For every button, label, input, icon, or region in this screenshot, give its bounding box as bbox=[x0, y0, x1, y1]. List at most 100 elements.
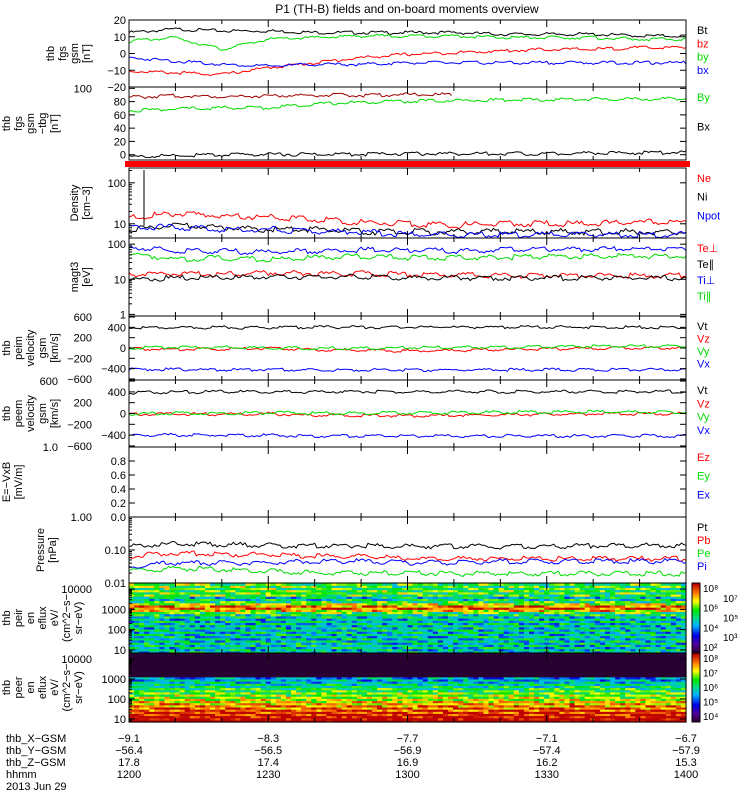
spectrogram-cell bbox=[448, 648, 454, 652]
spectrogram-cell bbox=[184, 596, 191, 599]
spectrogram-cell bbox=[599, 624, 606, 628]
spectrogram-cell bbox=[291, 615, 297, 619]
spectrogram-cell bbox=[336, 635, 343, 639]
spectrogram-cell bbox=[255, 674, 262, 678]
spectrogram-cell bbox=[199, 709, 206, 712]
spectrogram-cell bbox=[245, 672, 252, 676]
spectrogram-cell bbox=[513, 593, 520, 597]
spectrogram-cell bbox=[407, 583, 414, 586]
spectrogram-cell bbox=[665, 593, 672, 597]
spectrogram-cell bbox=[392, 635, 398, 639]
spectrogram-cell bbox=[134, 709, 140, 712]
spectrogram-cell bbox=[346, 650, 353, 654]
spectrogram-cell bbox=[149, 618, 155, 621]
spectrogram-cell bbox=[635, 602, 642, 606]
spectrogram-cell bbox=[604, 644, 611, 648]
spectrogram-cell bbox=[655, 618, 662, 621]
spectrogram-cell bbox=[245, 681, 252, 684]
spectrogram-cell bbox=[255, 589, 262, 593]
spectrogram-cell bbox=[670, 583, 677, 586]
spectrogram-cell bbox=[534, 598, 540, 602]
spectrogram-cell bbox=[149, 717, 155, 721]
spectrogram-cell bbox=[432, 624, 439, 628]
spectrogram-cell bbox=[159, 613, 166, 617]
spectrogram-cell bbox=[159, 670, 166, 674]
spectrogram-cell bbox=[296, 648, 302, 652]
spectrogram-cell bbox=[670, 637, 677, 641]
spectrogram-cell bbox=[594, 587, 601, 591]
spectrogram-cell bbox=[625, 611, 631, 615]
spectrogram-cell bbox=[503, 602, 510, 606]
spectrogram-cell bbox=[296, 650, 302, 654]
spectrogram-cell bbox=[204, 587, 211, 591]
spectrogram-cell bbox=[179, 663, 186, 667]
spectrogram-cell bbox=[230, 609, 236, 613]
spectrogram-cell bbox=[564, 618, 571, 621]
legend-label: Te⊥ bbox=[697, 243, 718, 255]
spectrogram-cell bbox=[169, 620, 176, 623]
spectrogram-cell bbox=[422, 631, 429, 634]
spectrogram-cell bbox=[366, 633, 373, 637]
spectrogram-cell bbox=[189, 626, 196, 630]
spectrogram-cell bbox=[549, 622, 555, 626]
spectrogram-cell bbox=[422, 650, 429, 654]
spectrogram-cell bbox=[372, 618, 378, 621]
spectrogram-cell bbox=[210, 587, 216, 591]
spectrogram-cell bbox=[220, 646, 226, 650]
spectrogram-cell bbox=[640, 607, 647, 610]
spectrogram-cell bbox=[311, 615, 317, 619]
spectrogram-cell bbox=[473, 635, 479, 639]
spectrogram-cell bbox=[604, 587, 611, 591]
spectrogram-cell bbox=[210, 642, 216, 645]
spectrogram-cell bbox=[296, 615, 302, 619]
spectrogram-cell bbox=[250, 687, 257, 691]
spectrogram-cell bbox=[488, 639, 495, 643]
spectrogram-cell bbox=[159, 676, 166, 680]
spectrogram-cell bbox=[250, 693, 257, 697]
spectrogram-cell bbox=[215, 700, 221, 704]
spectrogram-cell bbox=[250, 596, 257, 599]
spectrogram-cell bbox=[174, 602, 181, 606]
spectrogram-cell bbox=[255, 644, 262, 648]
spectrogram-cell bbox=[179, 659, 186, 663]
spectrogram-cell bbox=[184, 650, 191, 654]
spectrogram-cell bbox=[493, 618, 500, 621]
spectrogram-cell bbox=[230, 593, 236, 597]
spectrogram-cell bbox=[204, 655, 211, 658]
spectrogram-cell bbox=[291, 613, 297, 617]
spectrogram-cell bbox=[549, 611, 555, 615]
spectrogram-cell bbox=[179, 709, 186, 712]
spectrogram-cell bbox=[129, 674, 135, 678]
spectrogram-cell bbox=[554, 604, 561, 608]
colorbar-segment bbox=[692, 602, 700, 605]
spectrogram-cell bbox=[503, 631, 510, 634]
spectrogram-cell bbox=[356, 589, 363, 593]
spectrogram-cell bbox=[463, 618, 469, 621]
spectrogram-cell bbox=[493, 642, 500, 645]
spectrogram-cell bbox=[554, 615, 561, 619]
spectrogram-cell bbox=[650, 600, 657, 604]
spectrogram-cell bbox=[164, 628, 171, 632]
spectrogram-cell bbox=[250, 685, 257, 689]
spectrogram-cell bbox=[589, 637, 596, 641]
spectrogram-cell bbox=[534, 644, 540, 648]
spectrogram-cell bbox=[179, 583, 186, 586]
spectrogram-cell bbox=[285, 642, 292, 645]
spectrogram-cell bbox=[377, 618, 383, 621]
spectrogram-cell bbox=[265, 602, 272, 606]
spectrogram-cell bbox=[473, 604, 479, 608]
spectrogram-cell bbox=[544, 644, 550, 648]
separator-bar bbox=[125, 161, 690, 167]
spectrogram-cell bbox=[139, 717, 145, 721]
spectrogram-cell bbox=[184, 609, 191, 613]
spectrogram-cell bbox=[513, 648, 520, 652]
spectrogram-cell bbox=[280, 626, 287, 630]
spectrogram-cell bbox=[635, 620, 642, 623]
spectrogram-cell bbox=[610, 604, 616, 608]
spectrogram-cell bbox=[240, 683, 247, 686]
spectrogram-cell bbox=[159, 609, 166, 613]
spectrogram-cell bbox=[260, 626, 267, 630]
spectrogram-cell bbox=[204, 626, 211, 630]
spectrogram-cell bbox=[230, 653, 236, 656]
spectrogram-cell bbox=[265, 598, 272, 602]
